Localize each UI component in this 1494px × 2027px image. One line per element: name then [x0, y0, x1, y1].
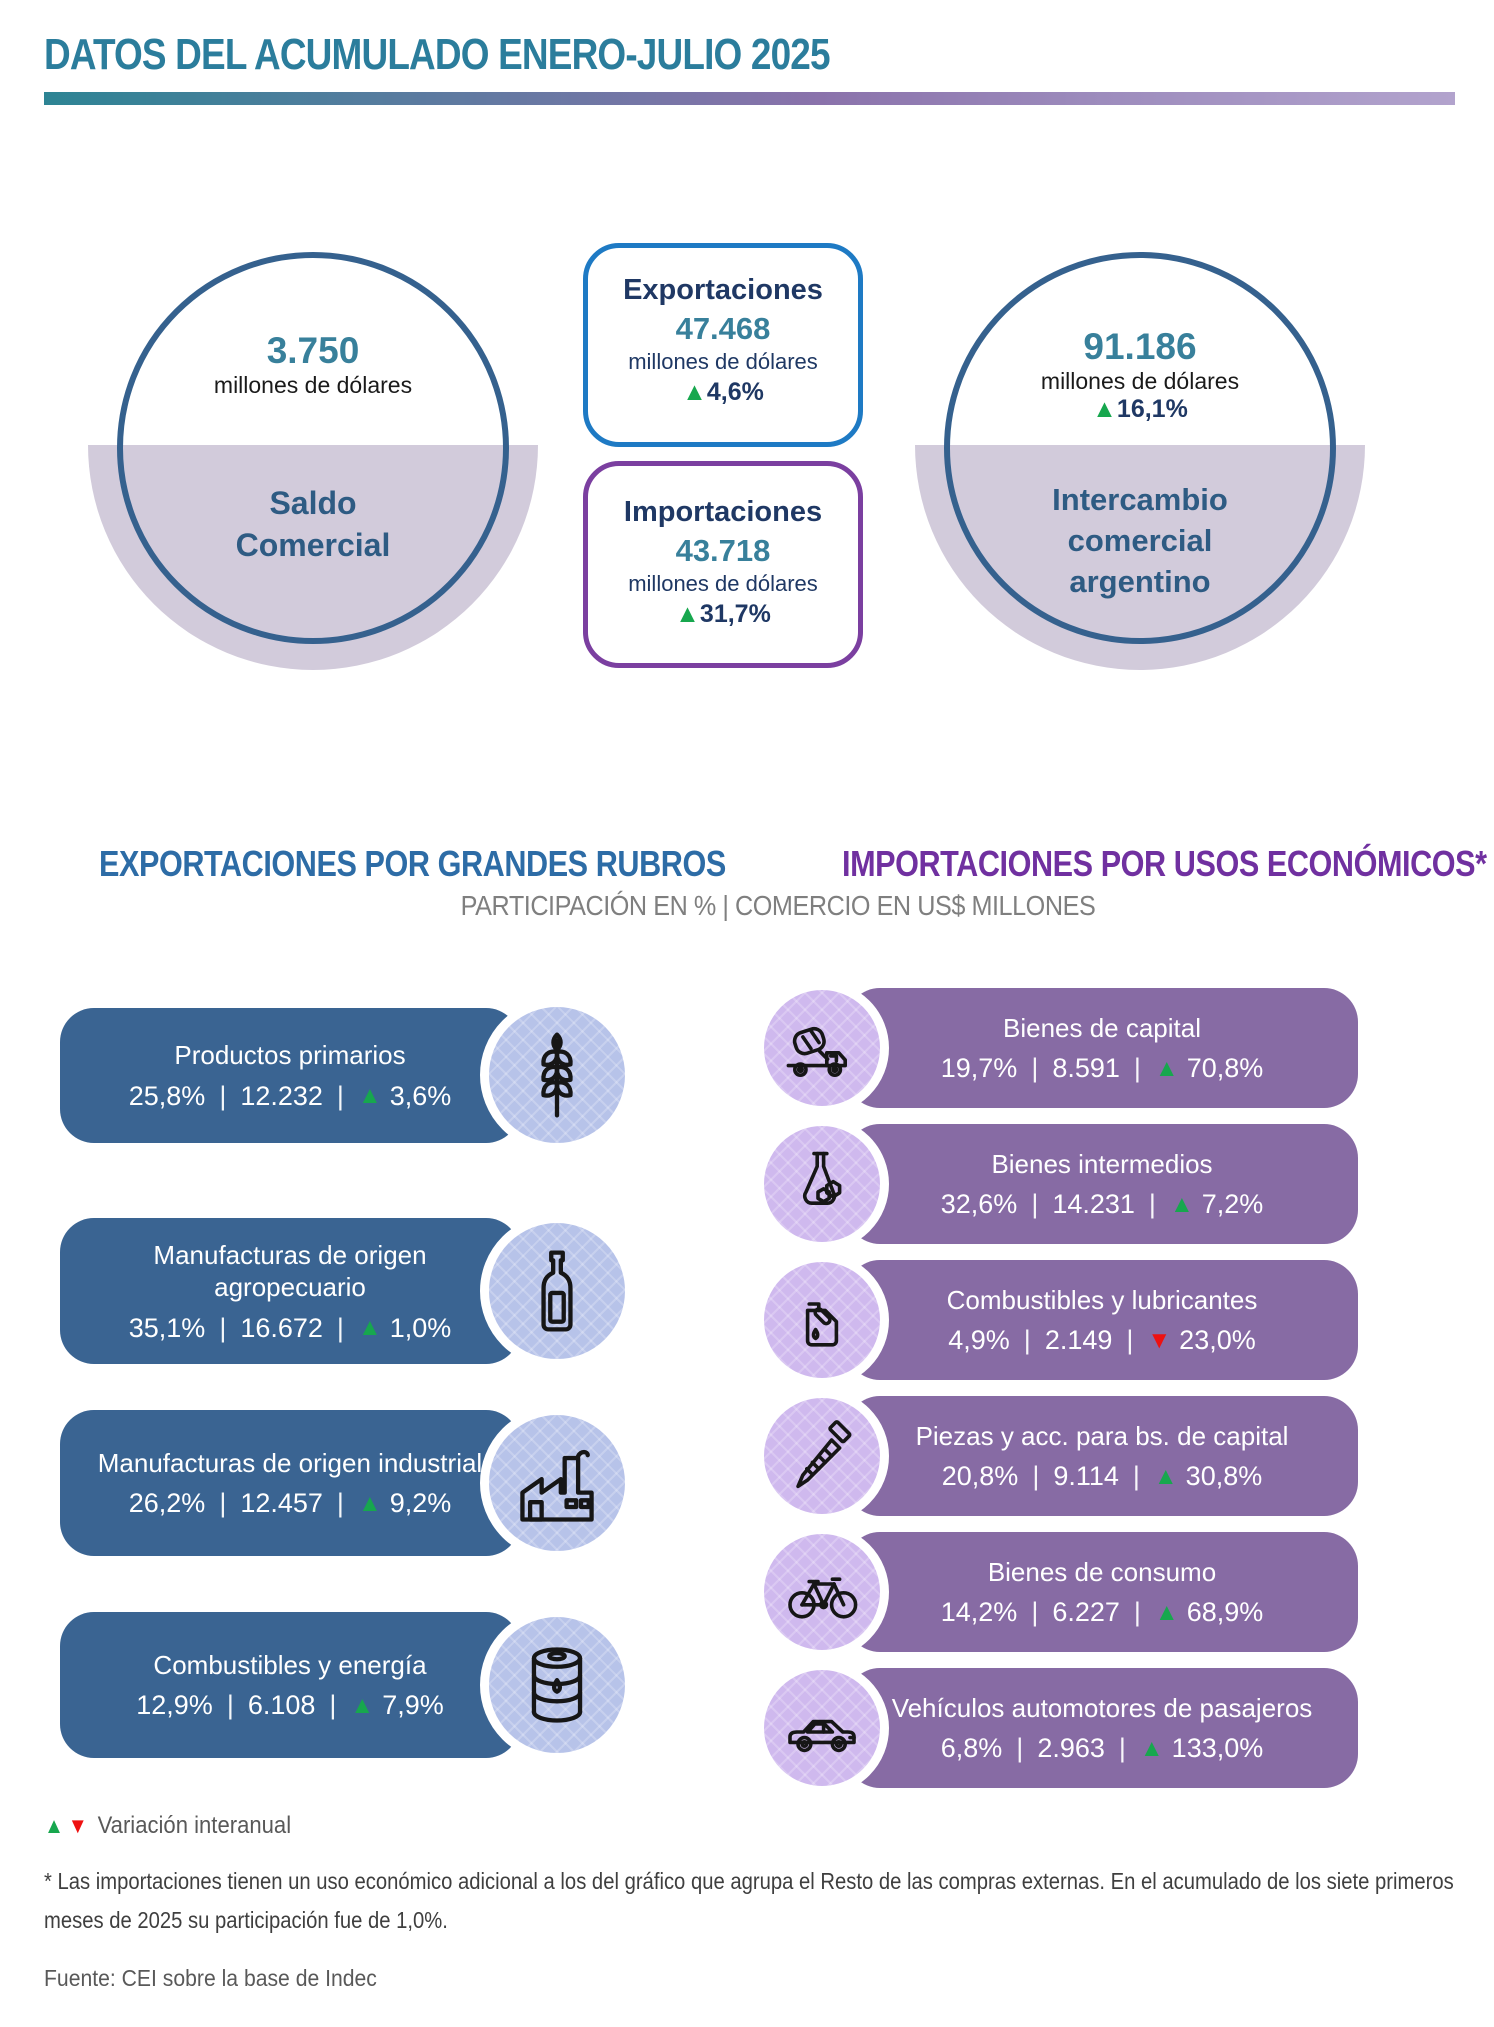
up-triangle-icon: ▲ — [350, 1691, 375, 1719]
export-stats: 26,2% | 12.457 | ▲ 9,2% — [128, 1488, 452, 1519]
exportaciones-variation: ▲4,6% — [682, 378, 764, 406]
up-triangle-icon: ▲ — [1154, 1054, 1179, 1082]
intercambio-label: Intercambio comercial argentino — [1052, 482, 1228, 599]
import-stats: 4,9% | 2.149 | ▼ 23,0% — [948, 1325, 1256, 1356]
saldo-circle — [117, 252, 509, 644]
legend-text: Variación interanual — [97, 1812, 292, 1839]
mixer-truck-icon — [755, 981, 889, 1115]
down-triangle-icon: ▼ — [1147, 1326, 1172, 1354]
title-gradient-rule — [44, 92, 1455, 105]
exports-section-heading: EXPORTACIONES POR GRANDES RUBROS — [99, 843, 726, 884]
up-triangle-icon: ▲ — [1169, 1190, 1194, 1218]
intercambio-variation: ▲16,1% — [1092, 395, 1188, 423]
import-stats: 19,7% | 8.591 | ▲ 70,8% — [940, 1053, 1264, 1084]
import-stats: 32,6% | 14.231 | ▲ 7,2% — [940, 1189, 1264, 1220]
export-bar-moi: Manufacturas de origen industrial 26,2% |… — [60, 1410, 520, 1556]
up-triangle-icon: ▲ — [44, 1813, 65, 1838]
screw-icon — [755, 1389, 889, 1523]
import-bar-bienes-intermedios: Bienes intermedios 32,6% | 14.231 | ▲ 7,2% — [846, 1124, 1358, 1244]
import-bar-vehiculos: Vehículos automotores de pasajeros 6,8% |… — [846, 1668, 1358, 1788]
bicycle-icon — [755, 1525, 889, 1659]
exportaciones-box: Exportaciones 47.468 millones de dólares… — [583, 243, 863, 447]
import-stats: 6,8% | 2.963 | ▲ 133,0% — [940, 1733, 1264, 1764]
variation-legend: ▲ ▼ Variación interanual — [44, 1812, 291, 1840]
importaciones-variation: ▲31,7% — [675, 600, 771, 628]
page-title: DATOS DEL ACUMULADO ENERO-JULIO 2025 — [44, 30, 831, 79]
export-bar-combustibles: Combustibles y energía 12,9% | 6.108 | ▲ 7,9% — [60, 1612, 520, 1758]
export-stats: 35,1% | 16.672 | ▲ 1,0% — [128, 1312, 452, 1343]
saldo-label: Saldo Comercial — [235, 485, 391, 564]
down-triangle-icon: ▼ — [67, 1813, 88, 1838]
export-stats: 25,8% | 12.232 | ▲ 3,6% — [128, 1080, 452, 1111]
car-icon — [755, 1661, 889, 1795]
up-triangle-icon: ▲ — [675, 600, 700, 628]
up-triangle-icon: ▲ — [1092, 395, 1117, 423]
import-bar-bienes-consumo: Bienes de consumo 14,2% | 6.227 | ▲ 68,9% — [846, 1532, 1358, 1652]
imports-section-heading: IMPORTACIONES POR USOS ECONÓMICOS* — [842, 843, 1487, 884]
bottle-icon — [480, 1214, 634, 1368]
section-subtitle: PARTICIPACIÓN EN % | COMERCIO EN US$ MIL… — [460, 890, 1096, 921]
oil-barrel-icon — [480, 1608, 634, 1762]
export-bar-productos-primarios: Productos primarios 25,8% | 12.232 | ▲ 3,6% — [60, 1008, 520, 1143]
up-triangle-icon: ▲ — [357, 1314, 382, 1341]
up-triangle-icon: ▲ — [1139, 1734, 1164, 1762]
up-triangle-icon: ▲ — [1153, 1462, 1178, 1490]
export-bar-moa: Manufacturas de origen agropecuario 35,1… — [60, 1218, 520, 1364]
wheat-icon — [480, 998, 634, 1152]
oil-can-icon — [755, 1253, 889, 1387]
import-stats: 20,8% | 9.114 | ▲ 30,8% — [941, 1461, 1263, 1492]
intercambio-value: 91.186 millones de dólares ▲16,1% — [944, 326, 1336, 424]
footnote: * Las importaciones tienen un uso económ… — [44, 1868, 1454, 1934]
import-stats: 14,2% | 6.227 | ▲ 68,9% — [940, 1597, 1264, 1628]
source-note: Fuente: CEI sobre la base de Indec — [44, 1965, 377, 1991]
factory-icon — [480, 1406, 634, 1560]
up-triangle-icon: ▲ — [1154, 1598, 1179, 1626]
up-triangle-icon: ▲ — [682, 378, 707, 406]
up-triangle-icon: ▲ — [357, 1082, 382, 1110]
up-triangle-icon: ▲ — [357, 1489, 382, 1517]
import-bar-bienes-capital: Bienes de capital 19,7% | 8.591 | ▲ 70,8% — [846, 988, 1358, 1108]
import-bar-piezas: Piezas y acc. para bs. de capital 20,8% |… — [846, 1396, 1358, 1516]
import-bar-combustibles-lubricantes: Combustibles y lubricantes 4,9% | 2.149 | ▼ 2… — [846, 1260, 1358, 1380]
export-stats: 12,9% | 6.108 | ▲ 7,9% — [136, 1690, 444, 1721]
flask-icon — [755, 1117, 889, 1251]
importaciones-box: Importaciones 43.718 millones de dólares… — [583, 461, 863, 668]
saldo-value: 3.750 millones de dólares — [213, 330, 413, 398]
intercambio-circle — [944, 252, 1336, 644]
